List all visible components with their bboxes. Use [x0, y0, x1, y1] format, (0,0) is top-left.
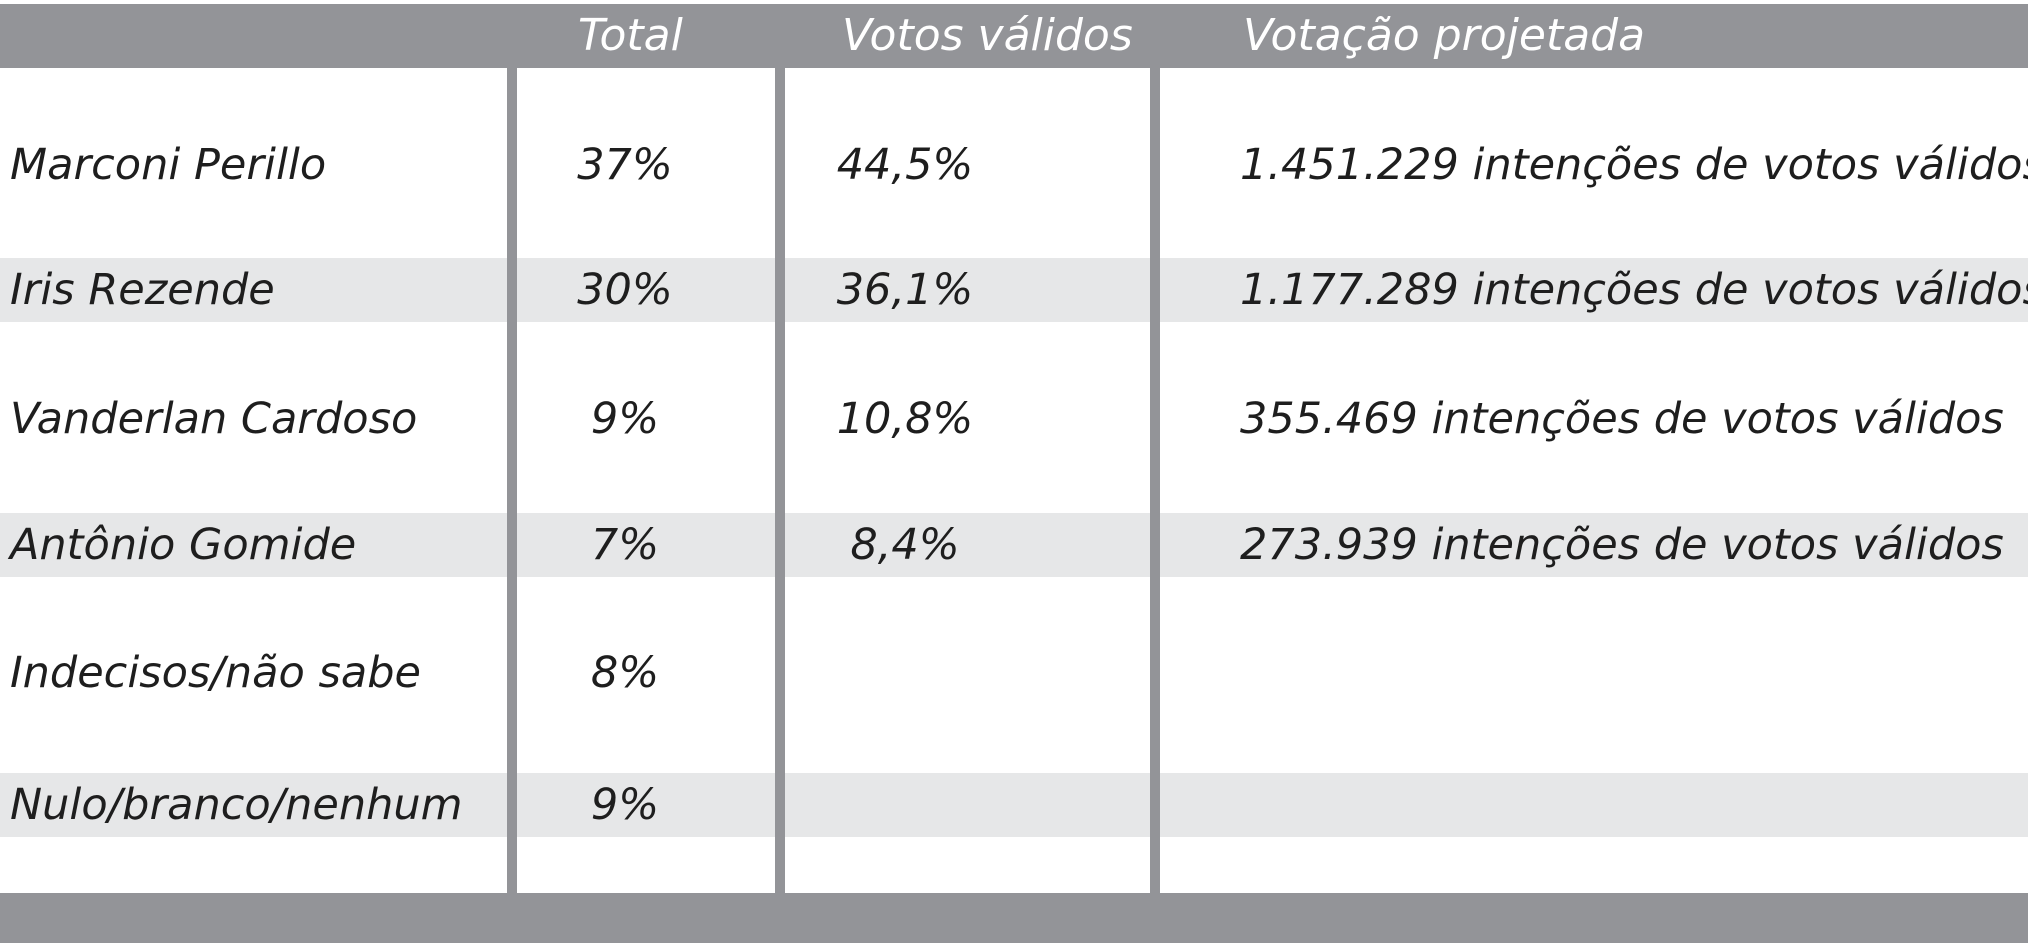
row-shade [0, 258, 2028, 322]
candidate-name: Marconi Perillo [10, 140, 327, 190]
total-value: 9% [590, 394, 660, 444]
candidate-name: Antônio Gomide [10, 520, 357, 570]
row-shade [0, 773, 2028, 837]
candidate-name: Indecisos/não sabe [10, 648, 421, 698]
total-value: 9% [590, 780, 660, 830]
header-votacao-projetada: Votação projetada [1243, 10, 1646, 61]
votacao-projetada-value: 1.177.289 intenções de votos válidos [1240, 265, 2028, 315]
column-divider [775, 4, 785, 893]
candidate-name: Nulo/branco/nenhum [10, 780, 463, 830]
total-value: 30% [577, 265, 673, 315]
column-divider [507, 4, 517, 893]
candidate-name: Iris Rezende [10, 265, 275, 315]
votacao-projetada-value: 355.469 intenções de votos válidos [1240, 394, 2004, 444]
header-total: Total [578, 10, 683, 61]
total-value: 37% [577, 140, 673, 190]
header-bar [0, 4, 2028, 68]
total-value: 8% [590, 648, 660, 698]
column-divider [1150, 4, 1160, 893]
header-votos-validos: Votos válidos [842, 10, 1133, 61]
votacao-projetada-value: 273.939 intenções de votos válidos [1240, 520, 2004, 570]
candidate-name: Vanderlan Cardoso [10, 394, 418, 444]
total-value: 7% [590, 520, 660, 570]
votos-validos-value: 36,1% [836, 265, 974, 315]
row-shade [0, 513, 2028, 577]
votos-validos-value: 8,4% [850, 520, 960, 570]
votos-validos-value: 10,8% [836, 394, 974, 444]
votacao-projetada-value: 1.451.229 intenções de votos válidos [1240, 140, 2028, 190]
footer-bar [0, 893, 2028, 943]
votos-validos-value: 44,5% [836, 140, 974, 190]
